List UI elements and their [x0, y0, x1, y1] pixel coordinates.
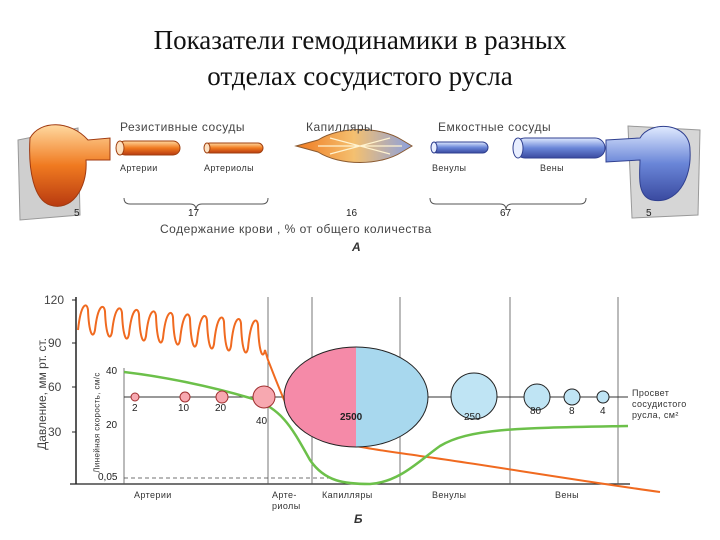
- group-label-resistive: Резистивные сосуды: [120, 120, 245, 134]
- x-category-capillaries: Капилляры: [322, 490, 373, 500]
- title-line-1: Показатели гемодинамики в разных: [153, 25, 567, 55]
- group-label-capillaries: Капилляры: [306, 120, 374, 134]
- panel-a-letter: А: [352, 240, 361, 254]
- vein-vessel-icon: [512, 137, 606, 159]
- x-category-veins: Вены: [555, 490, 580, 500]
- blood-content-right-heart: 5: [646, 208, 652, 219]
- velocity-tick-20: 20: [106, 420, 118, 431]
- circle-arteriole-40: [252, 385, 276, 409]
- circle-vein-80: [523, 383, 551, 411]
- cross-section-value-4: 4: [600, 406, 606, 417]
- velocity-tick-005: 0,05: [98, 472, 118, 483]
- pressure-axis-label: Давление, мм рт. ст.: [35, 338, 49, 450]
- pressure-tick-120: 120: [44, 293, 65, 307]
- vessel-label-venules: Венулы: [432, 163, 467, 173]
- velocity-axis-label: Линейная скорость, см/с: [92, 372, 102, 473]
- cross-section-value-2: 2: [132, 403, 138, 414]
- group-label-capacitive: Емкостные сосуды: [438, 120, 552, 134]
- cross-section-value-20: 20: [215, 403, 227, 414]
- circle-artery-20: [215, 390, 229, 404]
- brace-capacitive: [429, 197, 587, 211]
- slide-title: Показатели гемодинамики в разных отделах…: [60, 22, 660, 94]
- cross-section-value-40: 40: [256, 416, 268, 427]
- x-category-arteries: Артерии: [134, 490, 172, 500]
- cross-section-value-2500: 2500: [340, 412, 363, 423]
- cross-section-value-80: 80: [530, 406, 542, 417]
- brace-resistive: [123, 197, 269, 211]
- pressure-ticks: [72, 299, 76, 433]
- right-heart-icon: [605, 125, 701, 219]
- pressure-tick-60: 60: [48, 380, 62, 394]
- cross-section-value-250: 250: [464, 412, 481, 423]
- circle-vein-4: [596, 390, 610, 404]
- vessel-label-veins: Вены: [540, 163, 565, 173]
- pressure-curve: [77, 304, 661, 493]
- venule-vessel-icon: [430, 141, 489, 154]
- velocity-tick-40: 40: [106, 366, 118, 377]
- cross-section-value-10: 10: [178, 403, 190, 414]
- capillary-bed-icon: [294, 129, 413, 163]
- arteriole-vessel-icon: [203, 142, 264, 154]
- blood-content-capacitive: 67: [500, 208, 512, 219]
- panel-a: [17, 124, 701, 221]
- velocity-curve: [123, 370, 629, 486]
- circle-vein-8: [563, 388, 581, 406]
- vessel-label-arterioles: Артериолы: [204, 163, 254, 173]
- artery-vessel-icon: [115, 140, 181, 156]
- panel-b-letter: Б: [354, 512, 363, 526]
- cross-section-label: Просвет сосудистого русла, см²: [632, 388, 687, 420]
- blood-content-left-heart: 5: [74, 208, 80, 219]
- x-category-arterioles: Арте-риолы: [272, 490, 301, 511]
- title-line-2: отделах сосудистого русла: [207, 61, 513, 91]
- vessel-label-arteries: Артерии: [120, 163, 158, 173]
- blood-content-resistive: 17: [188, 208, 200, 219]
- circle-capillary-2500: [283, 346, 429, 448]
- cross-section-circles: [130, 346, 610, 448]
- x-category-venules: Венулы: [432, 490, 467, 500]
- blood-content-capillaries: 16: [346, 208, 358, 219]
- cross-section-value-8: 8: [569, 406, 575, 417]
- pressure-tick-90: 90: [48, 336, 62, 350]
- circle-artery-10: [179, 391, 191, 403]
- blood-content-caption: Содержание крови , % от общего количеств…: [160, 222, 432, 236]
- panel-b: [70, 297, 661, 493]
- pressure-tick-30: 30: [48, 425, 62, 439]
- left-heart-icon: [17, 124, 111, 221]
- circle-venule-250: [450, 372, 498, 420]
- circle-artery-2: [130, 392, 140, 402]
